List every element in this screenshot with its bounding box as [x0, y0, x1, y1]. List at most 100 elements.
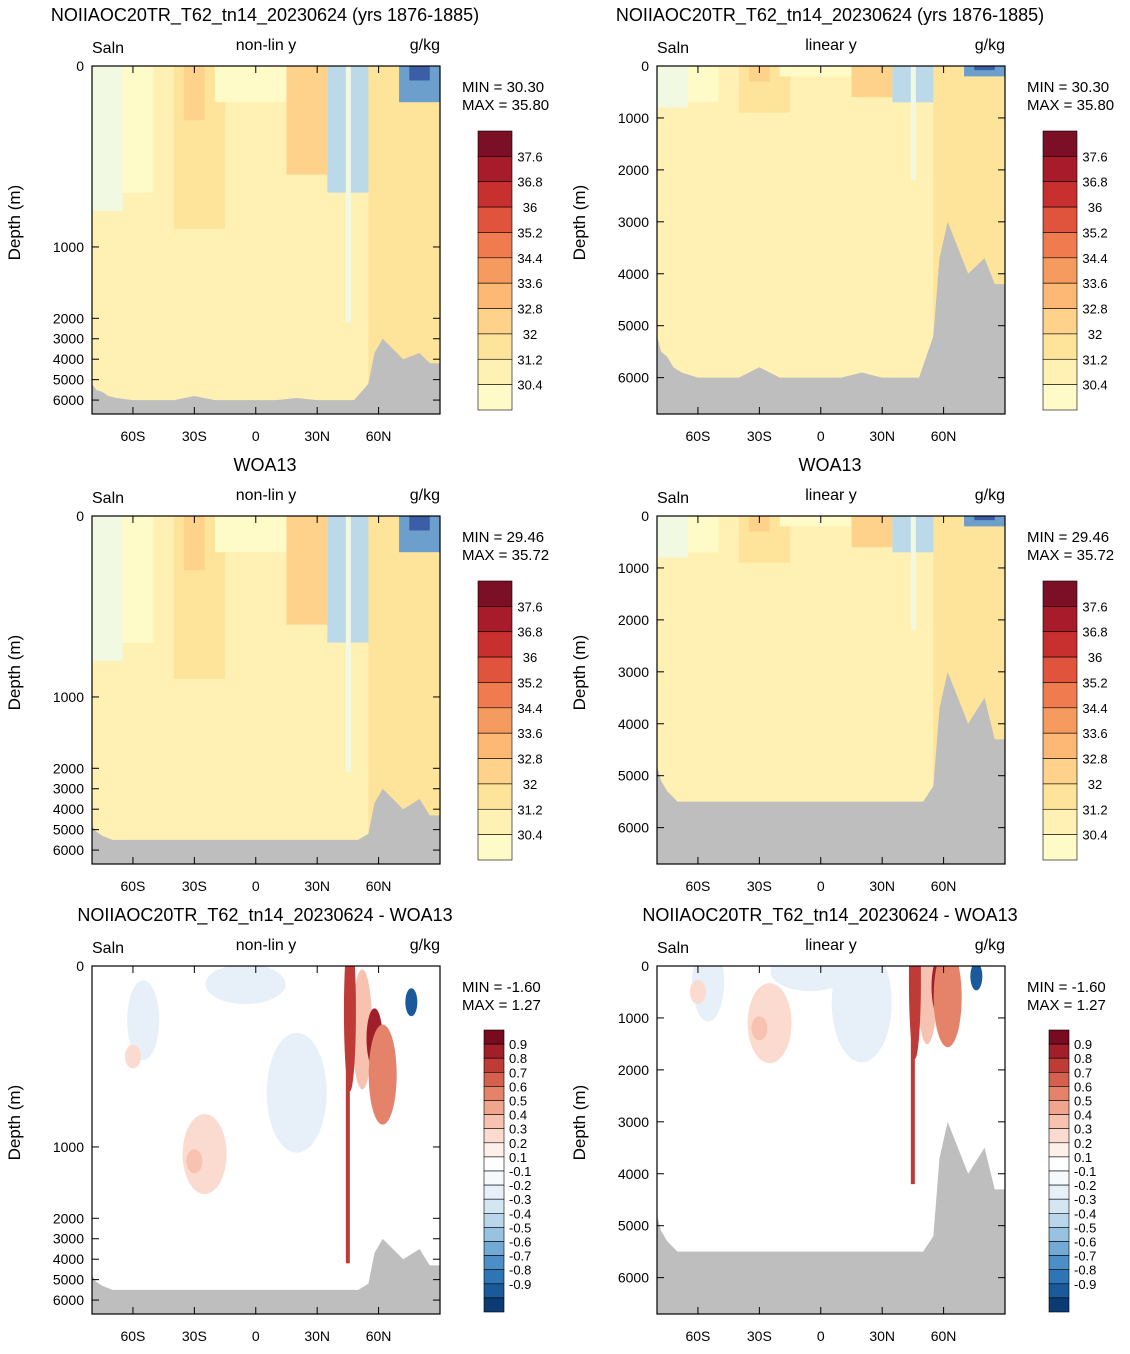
salinity-band	[687, 516, 719, 553]
x-tick-label: 30N	[304, 1328, 330, 1344]
colorbar-box	[1048, 1057, 1070, 1073]
colorbar-box	[477, 580, 513, 607]
colorbar-box	[1042, 206, 1078, 233]
x-tick-label: 30N	[304, 878, 330, 894]
y-tick-label: 2000	[618, 612, 649, 628]
colorbar-label: 35.2	[1082, 225, 1107, 240]
y-tick-label: 4000	[618, 716, 649, 732]
bathymetry-mask	[657, 1121, 1005, 1314]
x-tick-label: 0	[817, 1328, 825, 1344]
anomaly-patch	[689, 979, 706, 1004]
colorbar-label: 37.6	[517, 149, 542, 164]
colorbar-box	[483, 1057, 505, 1073]
colorbar-box	[477, 232, 513, 259]
colorbar-box	[1042, 156, 1078, 183]
colorbar-label: -0.3	[1074, 1192, 1096, 1207]
x-tick-label: 60N	[366, 428, 392, 444]
colorbar-label: 36	[523, 200, 537, 215]
min-value: MIN = 30.30	[1027, 79, 1109, 96]
colorbar-label: 32.8	[1082, 752, 1107, 767]
colorbar-box	[1048, 1114, 1070, 1130]
y-tick-label: 4000	[618, 1166, 649, 1182]
y-tick-label: 0	[76, 958, 84, 974]
panel-1: NOIIAOC20TR_T62_tn14_20230624 (yrs 1876-…	[0, 0, 565, 451]
units-label: g/kg	[410, 487, 440, 504]
x-tick-label: 60N	[931, 428, 957, 444]
colorbar-label: 31.2	[517, 802, 542, 817]
panel-5: NOIIAOC20TR_T62_tn14_20230624 - WOA13 Sal…	[0, 900, 565, 1351]
colorbar-box	[477, 358, 513, 385]
y-tick-label: 6000	[618, 370, 649, 386]
colorbar-box	[483, 1029, 505, 1045]
colorbar-label: 36.8	[517, 175, 542, 190]
panel-6: NOIIAOC20TR_T62_tn14_20230624 - WOA13 Sal…	[565, 900, 1130, 1351]
colorbar-label: -0.8	[509, 1263, 531, 1278]
colorbar-box	[477, 732, 513, 759]
salinity-band	[122, 516, 154, 643]
x-tick-label: 60N	[366, 878, 392, 894]
salinity-band	[122, 66, 154, 193]
colorbar-label: 0.6	[509, 1079, 527, 1094]
colorbar-label: 31.2	[1082, 352, 1107, 367]
y-tick-label: 1000	[618, 1010, 649, 1026]
colorbar-label: 0.9	[509, 1037, 527, 1052]
colorbar-label: 0.5	[1074, 1094, 1092, 1109]
colorbar-label: 30.4	[1082, 378, 1107, 393]
colorbar-label: 36.8	[1082, 175, 1107, 190]
anomaly-patch	[751, 1016, 768, 1041]
colorbar-label: 32	[523, 777, 537, 792]
colorbar-box	[483, 1086, 505, 1101]
colorbar-box	[1042, 130, 1078, 157]
y-tick-label: 0	[76, 508, 84, 524]
x-tick-label: 30N	[869, 1328, 895, 1344]
colorbar-label: 32	[523, 327, 537, 342]
colorbar-box	[477, 758, 513, 785]
colorbar-box	[483, 1283, 505, 1299]
salinity-band	[779, 66, 852, 77]
plot-frame	[656, 515, 1006, 865]
colorbar-label: 36	[1088, 200, 1102, 215]
y-scale-label: linear y	[805, 487, 857, 504]
colorbar-label: 37.6	[1082, 149, 1107, 164]
colorbar-box	[1042, 834, 1078, 861]
y-tick-label: 2000	[618, 1062, 649, 1078]
y-scale-label: linear y	[805, 37, 857, 54]
colorbar-box	[1048, 1170, 1070, 1186]
colorbar-box	[1042, 682, 1078, 709]
plot-field	[657, 966, 1005, 1314]
colorbar-box	[1042, 333, 1078, 360]
anomaly-patch	[343, 966, 356, 1092]
colorbar-box	[1048, 1269, 1070, 1285]
colorbar-label: 30.4	[517, 378, 542, 393]
colorbar-label: 32	[1088, 327, 1102, 342]
min-value: MIN = -1.60	[1027, 979, 1106, 996]
bathymetry-mask	[92, 1238, 440, 1314]
colorbar-box	[477, 130, 513, 157]
y-tick-label: 0	[641, 508, 649, 524]
plot-frame	[91, 965, 441, 1315]
colorbar-box	[1048, 1029, 1070, 1045]
variable-label: Saln	[92, 40, 124, 57]
salinity-band	[974, 66, 995, 71]
colorbar-label: 33.6	[517, 276, 542, 291]
salinity-band	[910, 66, 916, 181]
y-axis-label: Depth (m)	[5, 1085, 24, 1161]
anomaly-patch	[186, 1149, 203, 1174]
panel-svg: NOIIAOC20TR_T62_tn14_20230624 - WOA13 Sal…	[5, 905, 541, 1344]
y-tick-label: 5000	[53, 1272, 84, 1288]
anomaly-patch	[124, 1044, 141, 1069]
colorbar-box	[483, 1072, 505, 1087]
anomaly-patch	[368, 1024, 397, 1125]
colorbar-box	[1042, 232, 1078, 259]
variable-label: Saln	[92, 490, 124, 507]
y-tick-label: 6000	[53, 392, 84, 408]
units-label: g/kg	[975, 487, 1005, 504]
salinity-band	[214, 66, 287, 103]
colorbar-box	[1048, 1156, 1070, 1172]
colorbar-box	[483, 1170, 505, 1186]
y-axis-label: Depth (m)	[570, 1085, 589, 1161]
x-tick-label: 30S	[182, 878, 207, 894]
panel-title: WOA13	[798, 455, 861, 475]
colorbar-label: 0.4	[1074, 1108, 1092, 1123]
salinity-band	[687, 66, 719, 103]
